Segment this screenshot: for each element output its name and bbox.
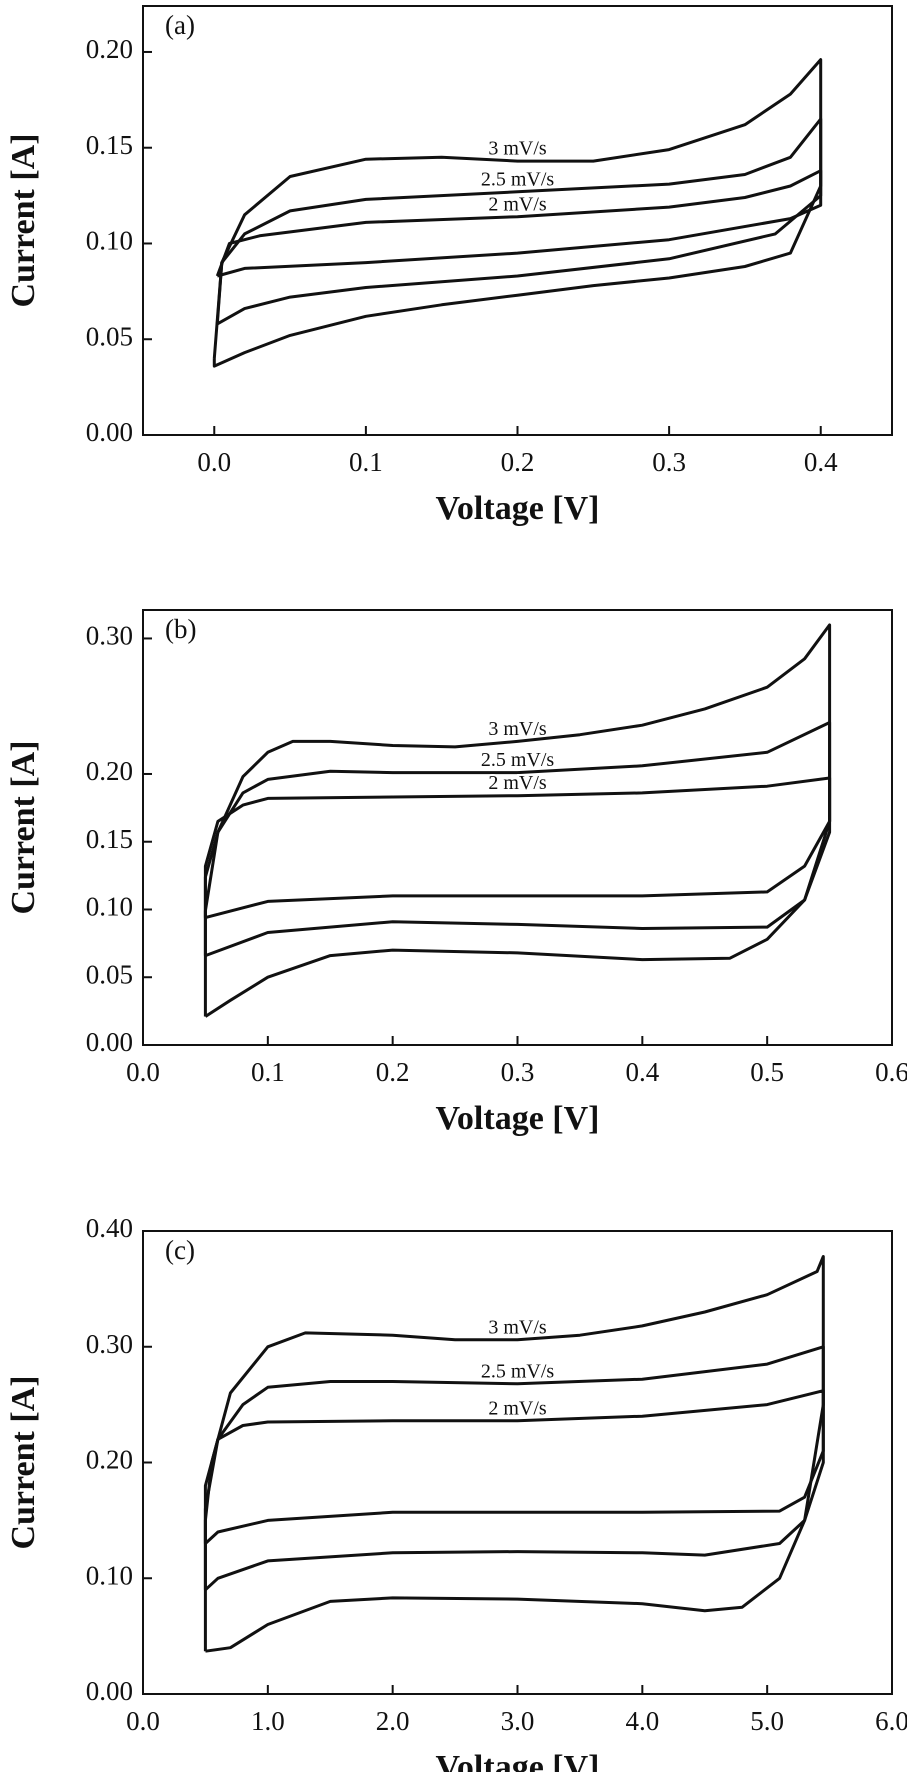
panel-label: (a): [165, 10, 195, 40]
panel-label: (b): [165, 614, 196, 644]
x-tick-label: 0.0: [126, 1057, 160, 1087]
y-tick-label: 0.30: [86, 621, 133, 651]
x-tick-label: 0.3: [501, 1057, 535, 1087]
cv-curve: [203, 1345, 825, 1591]
x-tick-label: 0.3: [652, 447, 686, 477]
x-tick-label: 5.0: [750, 1706, 784, 1736]
cv-curve: [203, 623, 832, 1018]
y-tick-label: 0.05: [86, 959, 133, 989]
y-tick-label: 0.20: [86, 756, 133, 786]
x-axis-title: Voltage [V]: [436, 490, 600, 527]
x-tick-label: 0.0: [197, 447, 231, 477]
series-label: 2.5 mV/s: [481, 168, 555, 190]
cv-curve: [203, 721, 832, 958]
y-tick-label: 0.00: [86, 1676, 133, 1706]
x-tick-label: 2.0: [376, 1706, 410, 1736]
cv-curve: [203, 776, 832, 920]
y-tick-label: 0.20: [86, 1445, 133, 1475]
x-tick-label: 3.0: [501, 1706, 535, 1736]
y-tick-label: 0.10: [86, 226, 133, 256]
series-label: 3 mV/s: [488, 138, 547, 160]
y-tick-label: 0.00: [86, 1027, 133, 1057]
x-tick-label: 0.4: [625, 1057, 659, 1087]
plot-frame: [142, 1230, 893, 1695]
x-tick-label: 0.4: [804, 447, 838, 477]
cv-curve: [215, 117, 823, 326]
y-tick-label: 0.30: [86, 1329, 133, 1359]
series-label: 2.5 mV/s: [481, 1360, 555, 1382]
y-tick-label: 0.10: [86, 892, 133, 922]
x-tick-label: 4.0: [625, 1706, 659, 1736]
plot-frame: [142, 609, 893, 1046]
x-tick-label: 0.1: [251, 1057, 285, 1087]
x-tick-label: 0.5: [750, 1057, 784, 1087]
x-tick-label: 0.1: [349, 447, 383, 477]
series-label: 2.5 mV/s: [481, 749, 555, 771]
x-tick-label: 0.6: [875, 1057, 907, 1087]
series-label: 2 mV/s: [488, 1397, 547, 1419]
x-tick-label: 0.2: [376, 1057, 410, 1087]
x-tick-label: 0.0: [126, 1706, 160, 1736]
y-tick-label: 0.00: [86, 417, 133, 447]
cv-curve: [203, 1255, 825, 1653]
series-label: 2 mV/s: [488, 772, 547, 794]
x-axis-title: Voltage [V]: [436, 1100, 600, 1137]
x-axis-title: Voltage [V]: [436, 1749, 600, 1772]
cv-curve: [215, 169, 823, 278]
y-tick-label: 0.20: [86, 34, 133, 64]
y-axis-title: Current [A]: [5, 133, 42, 307]
y-tick-label: 0.15: [86, 130, 133, 160]
y-axis-title: Current [A]: [5, 1375, 42, 1549]
x-tick-label: 1.0: [251, 1706, 285, 1736]
x-tick-label: 6.0: [875, 1706, 907, 1736]
y-tick-label: 0.15: [86, 824, 133, 854]
series-label: 3 mV/s: [488, 718, 547, 740]
series-label: 2 mV/s: [488, 193, 547, 215]
y-tick-label: 0.10: [86, 1560, 133, 1590]
y-axis-title: Current [A]: [5, 740, 42, 914]
panel-label: (c): [165, 1235, 195, 1265]
series-label: 3 mV/s: [488, 1316, 547, 1338]
y-tick-label: 0.40: [86, 1213, 133, 1243]
cv-curve: [203, 1389, 825, 1545]
x-tick-label: 0.2: [501, 447, 535, 477]
y-tick-label: 0.05: [86, 321, 133, 351]
